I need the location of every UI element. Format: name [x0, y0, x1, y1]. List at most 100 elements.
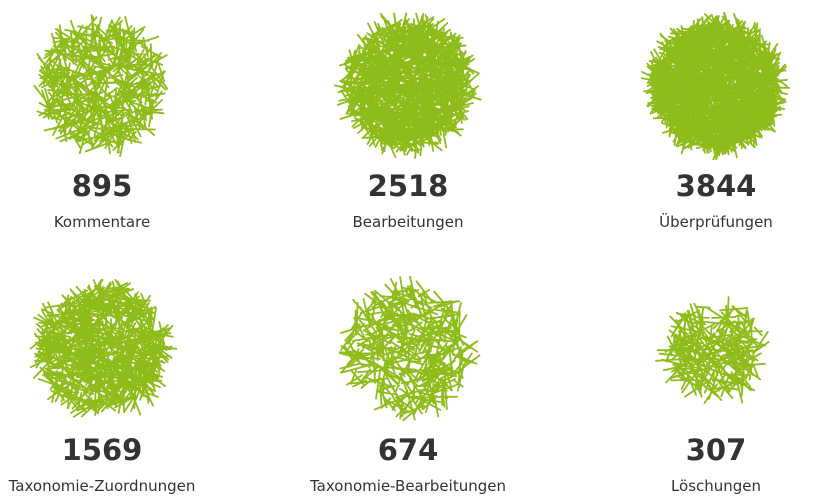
fiber-stroke — [442, 111, 450, 126]
fiber-stroke — [115, 127, 123, 144]
fiber-stroke — [115, 135, 142, 144]
fiber-stroke — [392, 367, 417, 371]
fiber-stroke — [376, 85, 391, 101]
fiber-stroke — [121, 304, 132, 312]
fiber-stroke — [407, 65, 413, 82]
fiber-stroke — [72, 116, 92, 126]
fiber-stroke — [683, 138, 704, 147]
fiber-stroke — [384, 327, 416, 340]
fiber-stroke — [702, 134, 706, 152]
fiber-stroke — [677, 86, 693, 112]
fiber-stroke — [116, 37, 126, 65]
fiber-stroke — [129, 113, 155, 136]
fiber-stroke — [716, 320, 736, 333]
fiber-stroke — [414, 14, 424, 42]
fiber-stroke — [46, 312, 74, 317]
fiber-stroke — [726, 42, 736, 65]
fiber-stroke — [402, 320, 407, 345]
fiber-stroke — [745, 360, 754, 380]
fiber-stroke — [385, 109, 399, 128]
fiber-stroke — [364, 376, 395, 389]
fiber-stroke — [417, 350, 432, 362]
fiber-stroke — [390, 84, 393, 104]
fiber-stroke — [432, 358, 446, 365]
fiber-stroke — [728, 380, 737, 392]
fiber-stroke — [385, 109, 393, 141]
fiber-stroke — [665, 333, 678, 363]
fiber-stroke — [669, 315, 692, 339]
fiber-stroke — [35, 334, 48, 358]
fiber-stroke — [92, 331, 107, 348]
stat-value: 674 — [377, 433, 439, 467]
fiber-stroke — [346, 322, 366, 345]
fiber-stroke — [377, 299, 386, 318]
fiber-stroke — [663, 87, 678, 98]
fiber-stroke — [427, 63, 442, 78]
fiber-stroke — [75, 82, 86, 100]
fiber-stroke — [109, 295, 126, 300]
fiber-stroke — [350, 309, 365, 331]
fiber-stroke — [128, 306, 157, 324]
fiber-stroke — [340, 363, 372, 374]
fiber-stroke — [685, 61, 698, 91]
fiber-stroke — [420, 42, 437, 63]
fiber-stroke — [77, 25, 95, 31]
stat-edits: 2518 Bearbeitungen — [272, 10, 544, 230]
fiber-stroke — [339, 57, 365, 67]
fiber-stroke — [94, 336, 123, 341]
fiber-stroke — [654, 109, 672, 118]
fiber-stroke — [115, 314, 123, 329]
fiber-stroke — [397, 53, 426, 61]
fiber-stroke — [428, 357, 445, 375]
fiber-stroke — [56, 92, 88, 103]
fiber-stroke — [131, 374, 161, 389]
fiber-stroke — [82, 76, 90, 93]
stat-deletions: 307 Löschungen — [580, 274, 816, 494]
fiber-stroke — [65, 302, 81, 319]
fiber-stroke — [65, 316, 88, 325]
fiber-stroke — [50, 59, 74, 82]
fiber-stroke — [105, 35, 118, 60]
fiber-stroke — [435, 342, 448, 359]
fiber-stroke — [90, 126, 114, 131]
fiber-stroke — [45, 337, 71, 353]
fiber-stroke — [120, 83, 145, 106]
fiber-stroke — [127, 55, 155, 70]
fiber-stroke — [65, 71, 74, 98]
fiber-stroke — [739, 68, 754, 77]
fiber-stroke — [434, 351, 447, 378]
fiber-stroke — [651, 98, 682, 105]
fiber-stroke — [431, 328, 446, 343]
fiber-stroke — [698, 91, 702, 114]
fiber-stroke — [89, 43, 106, 71]
fiber-stroke — [688, 309, 695, 331]
fiber-stroke — [399, 69, 422, 89]
fiber-stroke — [707, 107, 738, 123]
fiber-stroke — [75, 33, 102, 47]
fiber-stroke — [421, 56, 438, 72]
fiber-ball-graphic — [641, 11, 791, 160]
fiber-stroke — [701, 67, 717, 73]
fiber-stroke — [376, 63, 407, 67]
fiber-stroke — [708, 137, 737, 152]
fiber-stroke — [408, 371, 419, 381]
fiber-stroke — [753, 21, 758, 55]
fiber-stroke — [670, 367, 703, 379]
fiber-stroke — [61, 325, 76, 333]
fiber-stroke — [425, 90, 450, 101]
stat-label: Bearbeitungen — [352, 213, 464, 231]
fiber-stroke — [739, 344, 765, 350]
fiber-stroke — [399, 102, 416, 119]
fiber-stroke — [368, 111, 383, 123]
fiber-stroke — [83, 289, 89, 304]
fiber-stroke — [99, 106, 126, 110]
fiber-stroke — [116, 346, 140, 351]
fiber-stroke — [424, 327, 455, 342]
fiber-stroke — [422, 365, 447, 378]
fiber-stroke — [113, 346, 124, 368]
fiber-stroke — [425, 343, 444, 350]
fiber-stroke — [56, 346, 81, 371]
fiber-stroke — [76, 302, 100, 321]
fiber-stroke — [410, 321, 423, 331]
fiber-stroke — [442, 319, 457, 334]
